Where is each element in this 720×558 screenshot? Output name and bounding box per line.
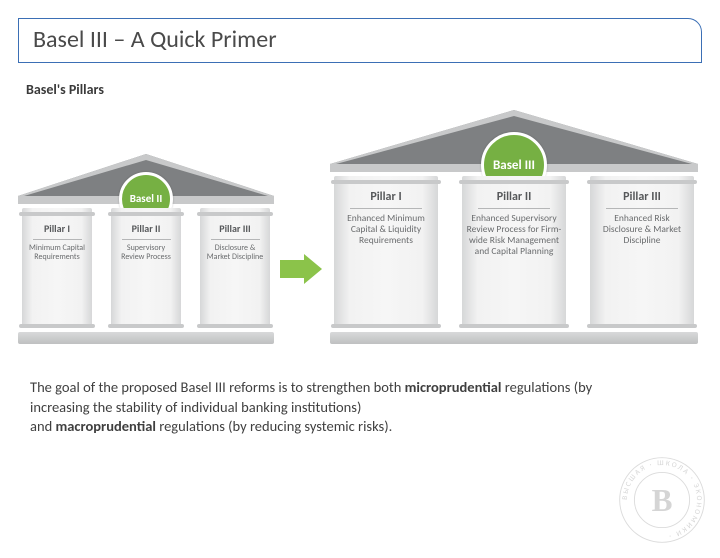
pillar: Pillar III Enhanced Risk Disclosure & Mar… <box>590 176 694 328</box>
pillar-desc: Enhanced Risk Disclosure & Market Discip… <box>590 213 694 246</box>
pillar-desc: Enhanced Minimum Capital & Liquidity Req… <box>334 213 438 246</box>
pillar-desc: Disclosure & Market Discipline <box>200 244 270 262</box>
pillar-title: Pillar I <box>44 222 70 235</box>
hse-logo-watermark: ВЫСШАЯ · ШКОЛА · ЭКОНОМИКИ · B <box>616 454 708 546</box>
pillar-title: Pillar I <box>370 190 401 204</box>
section-label: Basel's Pillars <box>26 81 720 98</box>
slide-title: Basel III – A Quick Primer <box>33 25 277 54</box>
basel-ii-base <box>18 332 274 344</box>
pillar-title: Pillar III <box>623 190 661 204</box>
body-paragraph: The goal of the proposed Basel III refor… <box>30 378 600 437</box>
text-run: The goal of the proposed Basel III refor… <box>30 378 405 396</box>
text-run: and <box>30 417 55 435</box>
pillar: Pillar II Supervisory Review Process <box>111 208 181 328</box>
pillar: Pillar I Enhanced Minimum Capital & Liqui… <box>334 176 438 328</box>
pillar-title: Pillar II <box>497 190 532 204</box>
pillar-desc: Enhanced Supervisory Review Process for … <box>462 213 566 257</box>
basel-ii-building: Basel II Pillar I Minimum Capital Require… <box>18 154 274 344</box>
slide-title-box: Basel III – A Quick Primer <box>18 18 702 63</box>
basel-iii-building: Basel III Pillar I Enhanced Minimum Capit… <box>330 110 698 344</box>
bold-run: microprudential <box>405 378 502 396</box>
arrow-icon <box>280 254 322 284</box>
pillar-title: Pillar II <box>132 222 161 235</box>
basel-iii-base <box>330 332 698 344</box>
pillar-desc: Supervisory Review Process <box>111 244 181 262</box>
pillar-title: Pillar III <box>219 222 250 235</box>
pillar-desc: Minimum Capital Requirements <box>22 244 92 262</box>
pillar: Pillar II Enhanced Supervisory Review Pro… <box>462 176 566 328</box>
bold-run: macroprudential <box>55 417 155 435</box>
basel-ii-badge-label: Basel II <box>130 192 163 205</box>
pillar: Pillar I Minimum Capital Requirements <box>22 208 92 328</box>
pillars-diagram: Basel II Pillar I Minimum Capital Require… <box>18 104 702 344</box>
pillar: Pillar III Disclosure & Market Discipline <box>200 208 270 328</box>
text-run: regulations (by reducing systemic risks)… <box>156 417 392 435</box>
svg-text:B: B <box>652 483 673 518</box>
basel-iii-badge-label: Basel III <box>493 158 535 173</box>
